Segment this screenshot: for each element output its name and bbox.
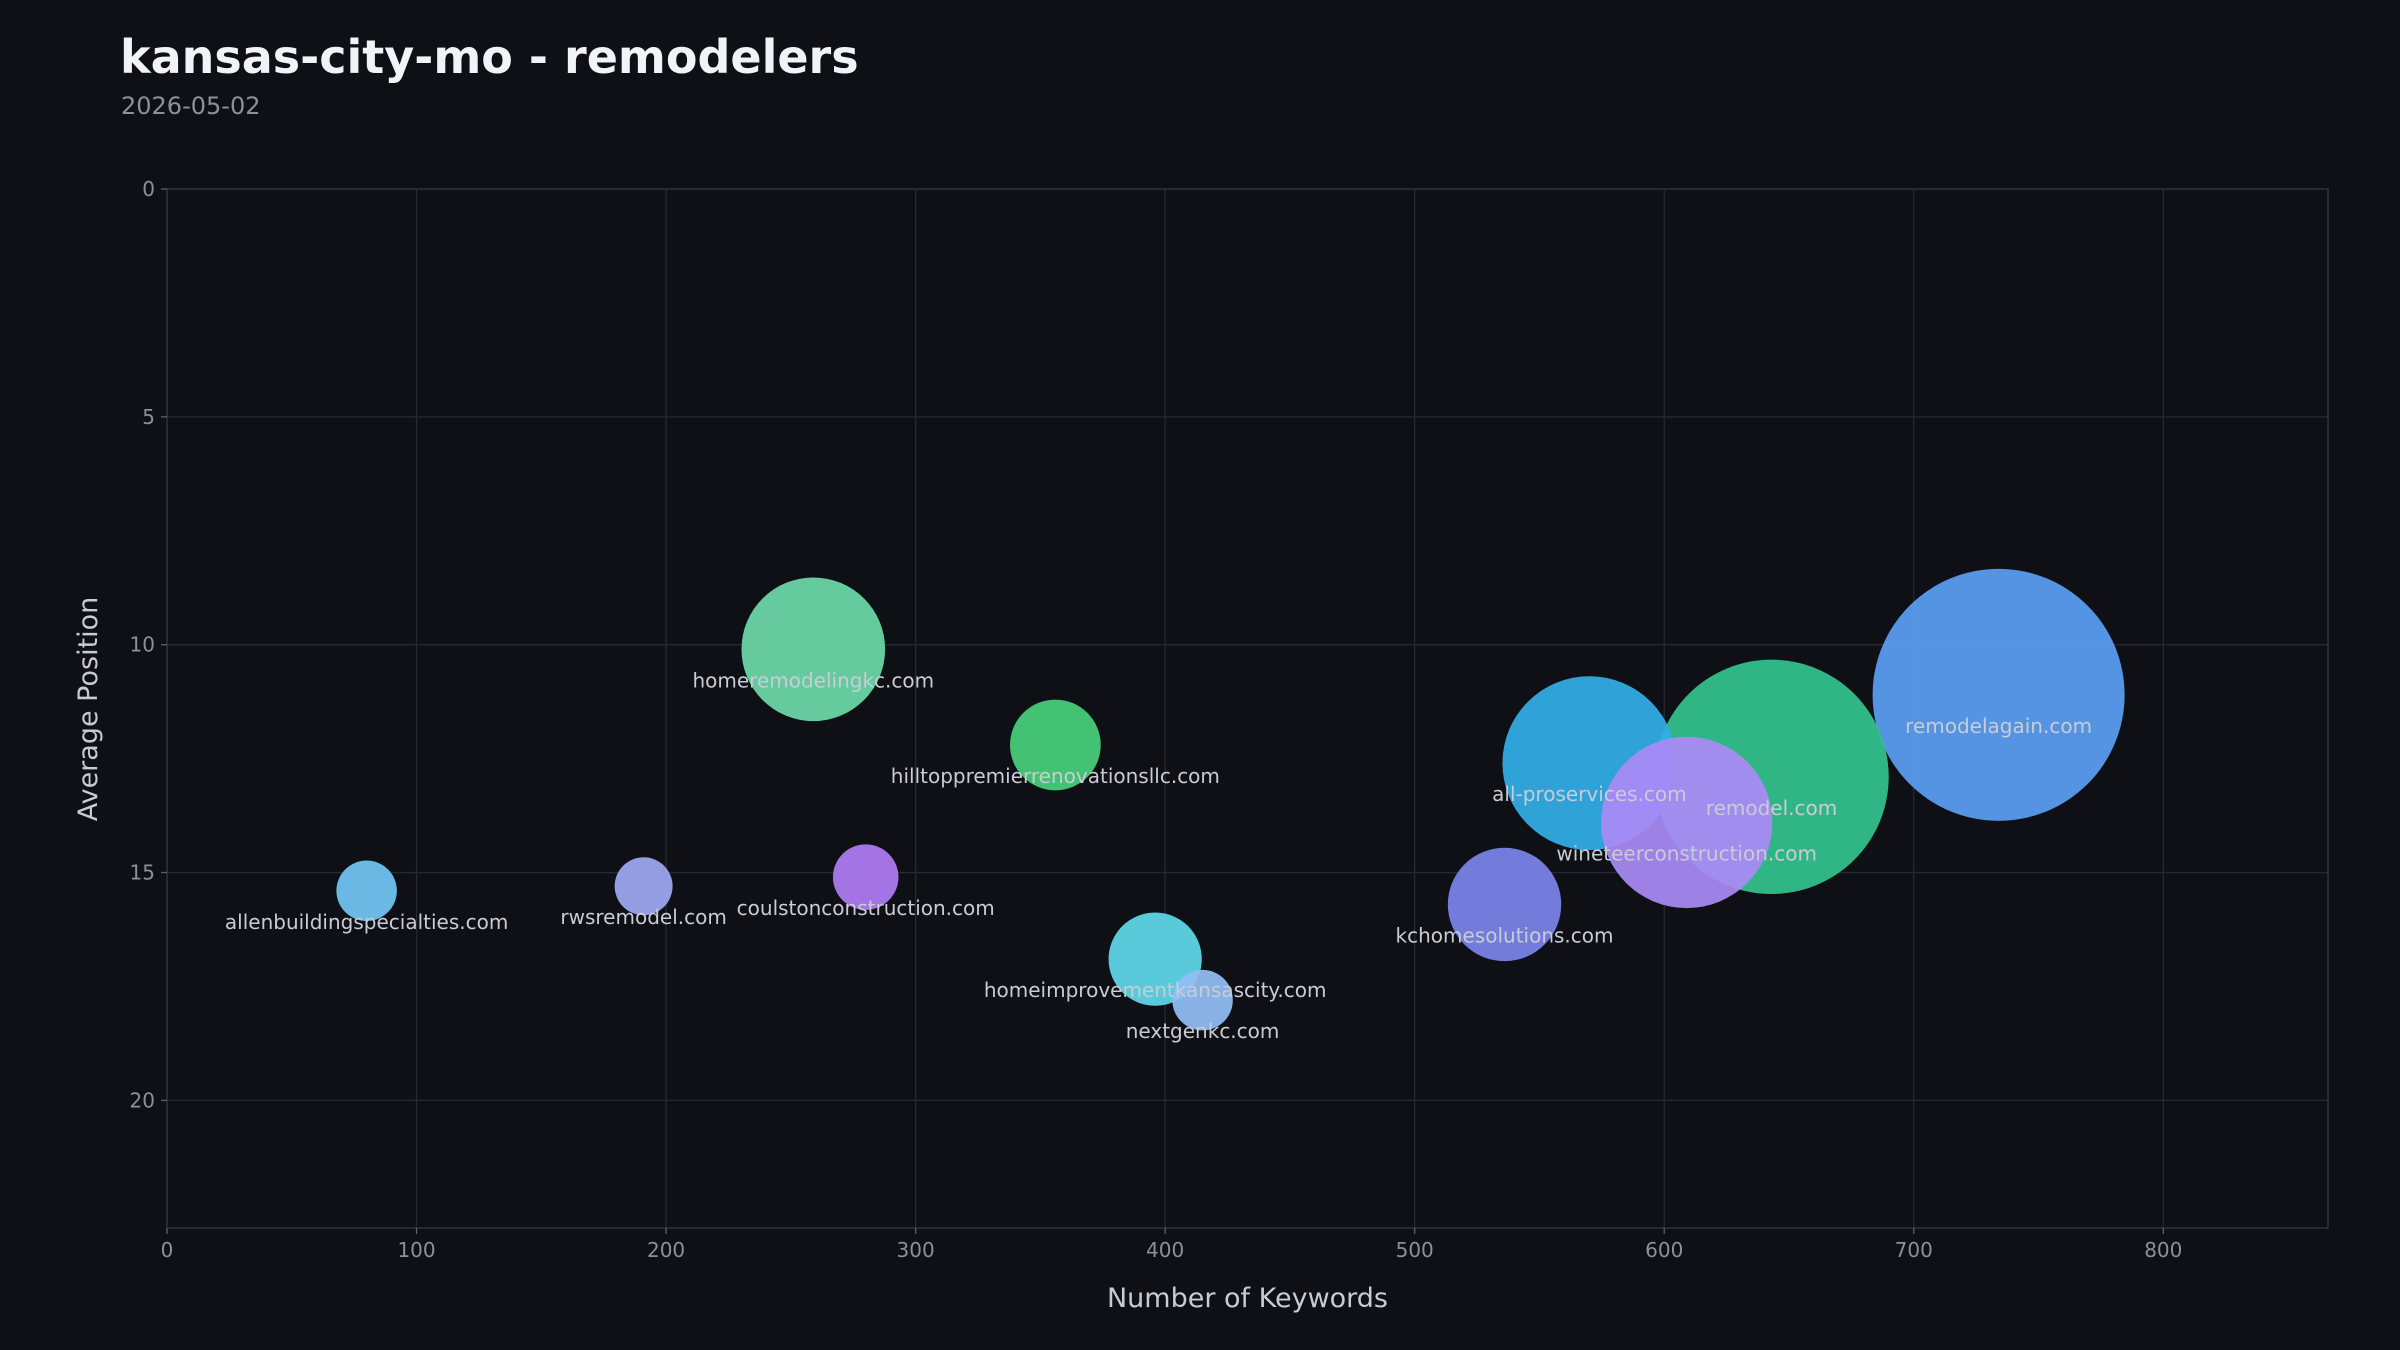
- x-axis-label: Number of Keywords: [1107, 1283, 1388, 1314]
- bubble-point: [1009, 699, 1101, 791]
- x-tick-label: 300: [897, 1238, 935, 1262]
- bubble-label: wineteerconstruction.com: [1556, 841, 1817, 865]
- bubble-label: hilltoppremierrenovationsllc.com: [891, 764, 1220, 788]
- bubble-label: remodel.com: [1706, 796, 1837, 820]
- bubble-label: homeimprovementkansascity.com: [984, 978, 1327, 1002]
- plot-frame: [166, 188, 2329, 1229]
- bubble-point: [1447, 847, 1562, 962]
- y-tick-label: 15: [130, 861, 155, 885]
- y-axis-label: Average Position: [73, 597, 104, 822]
- chart-subtitle: 2026-05-02: [121, 92, 261, 120]
- x-tick-label: 0: [161, 1238, 174, 1262]
- bubble-label: kchomesolutions.com: [1396, 923, 1614, 947]
- y-tick-label: 5: [142, 405, 155, 429]
- x-tick-label: 600: [1645, 1238, 1683, 1262]
- bubble-point: [741, 577, 886, 722]
- x-tick-label: 800: [2144, 1238, 2182, 1262]
- bubble-label: all-proservices.com: [1492, 782, 1686, 806]
- x-tick-label: 700: [1895, 1238, 1933, 1262]
- bubble-labels: remodelagain.com remodel.com all-proservic…: [225, 668, 2092, 1043]
- y-tick-label: 0: [142, 177, 155, 201]
- bubble-label: rwsremodel.com: [560, 905, 726, 929]
- chart-title: kansas-city-mo - remodelers: [120, 30, 859, 84]
- bubble-label: remodelagain.com: [1905, 714, 2092, 738]
- bubble-point: [1601, 736, 1773, 909]
- bubble-label: nextgenkc.com: [1126, 1019, 1280, 1043]
- y-tick-label: 10: [130, 633, 155, 657]
- bubble-point: [832, 844, 899, 910]
- x-tick-label: 500: [1396, 1238, 1434, 1262]
- x-tick-label: 400: [1146, 1238, 1184, 1262]
- bubble-point: [336, 860, 397, 922]
- y-tick-label: 20: [130, 1088, 155, 1112]
- bubble-label: coulstonconstruction.com: [737, 896, 995, 920]
- bubble-label: allenbuildingspecialties.com: [225, 910, 508, 934]
- bubble-point: [1172, 969, 1233, 1031]
- bubble-label: homeremodelingkc.com: [692, 668, 934, 692]
- bubbles: [336, 568, 2125, 1031]
- axis-ticks: 0 100 200 300 400 500 600 700 800 0 5 10 15 20: [130, 177, 2183, 1262]
- bubble-point: [1872, 568, 2125, 821]
- bubble-point: [614, 857, 673, 916]
- x-tick-label: 100: [397, 1238, 435, 1262]
- x-tick-label: 200: [647, 1238, 685, 1262]
